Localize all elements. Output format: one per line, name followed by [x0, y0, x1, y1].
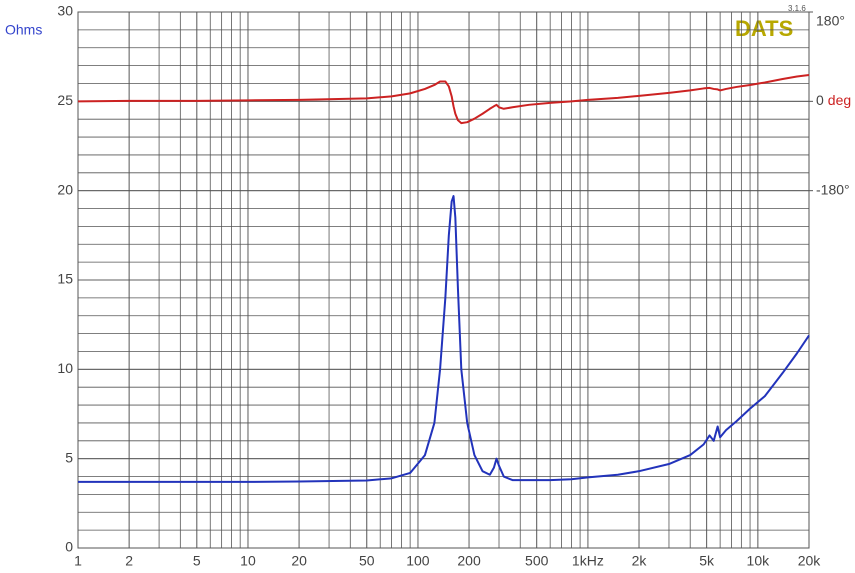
- x-tick-label: 10: [240, 553, 256, 569]
- y2-tick-label: -180°: [816, 181, 850, 197]
- y-tick-label: 0: [65, 539, 73, 555]
- x-tick-label: 500: [525, 553, 549, 569]
- y-tick-label: 10: [57, 360, 73, 376]
- x-tick-label: 20: [291, 553, 307, 569]
- x-tick-label: 100: [406, 553, 430, 569]
- plot-frame: [77, 11, 810, 549]
- x-tick-label: 1kHz: [572, 553, 604, 569]
- y-tick-label: 5: [65, 449, 73, 465]
- x-tick-label: 200: [457, 553, 481, 569]
- x-tick-label: 1: [74, 553, 82, 569]
- x-tick-label: 10k: [747, 553, 771, 569]
- y2-tick-label: 0: [816, 92, 824, 108]
- x-tick-label: 5k: [699, 553, 715, 569]
- series-line: [78, 195, 810, 483]
- series-line: [77, 74, 810, 125]
- x-tick-label: 20k: [798, 553, 822, 569]
- x-tick-label: 50: [359, 553, 375, 569]
- y-tick-label: 15: [57, 271, 73, 287]
- y-tick-label: 20: [57, 181, 73, 197]
- y2-tick-label: 180°: [816, 13, 845, 29]
- y-axis-label: Ohms: [5, 22, 42, 38]
- x-tick-label: 5: [193, 553, 201, 569]
- logo: DATS: [735, 16, 793, 41]
- y-tick-label: 30: [57, 3, 73, 19]
- y-tick-label: 25: [57, 92, 73, 108]
- y2-axis-label: deg: [828, 92, 851, 108]
- x-tick-label: 2k: [632, 553, 648, 569]
- x-tick-label: 2: [125, 553, 133, 569]
- version: 3.1.6: [788, 4, 806, 13]
